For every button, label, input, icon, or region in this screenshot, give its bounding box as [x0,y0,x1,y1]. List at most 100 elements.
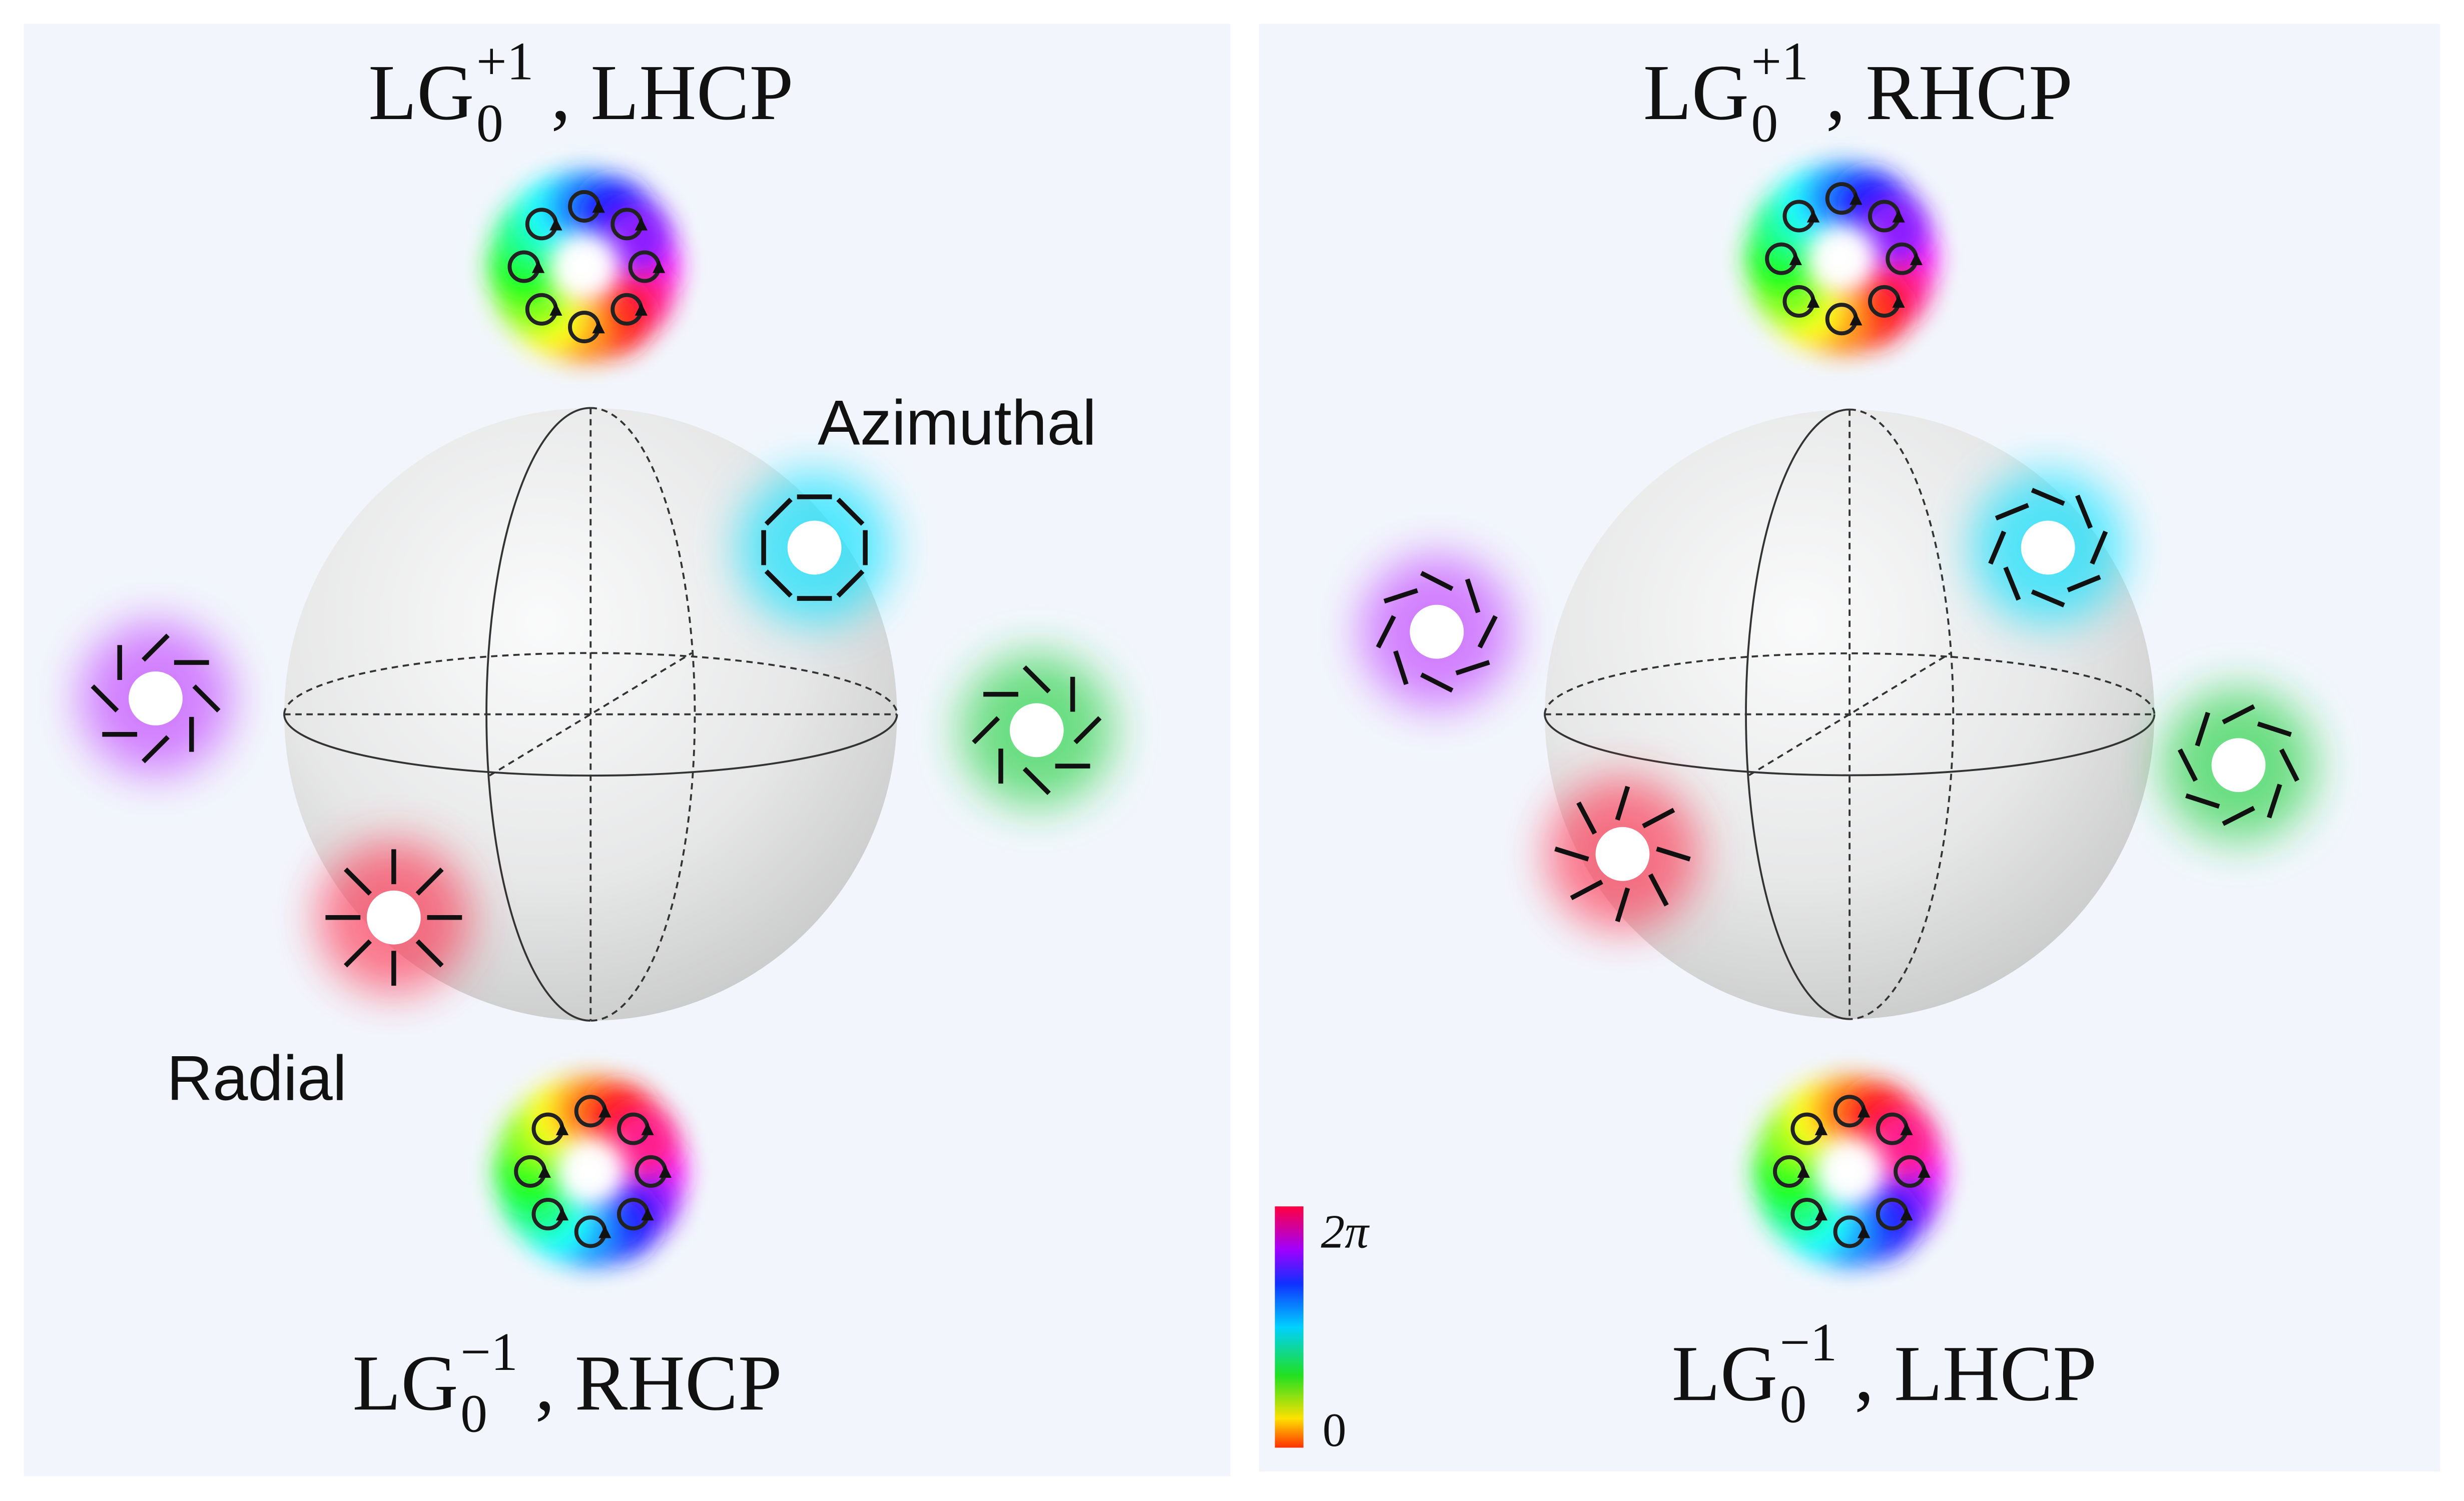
handedness-arrow [653,260,666,273]
polarization-dash [2031,488,2065,506]
polarization-dash [1477,615,1498,648]
handedness-arrow [1789,252,1802,265]
handedness-arrow [1850,192,1863,205]
title-suffix: , LHCP [1855,1330,2097,1417]
polarization-dash [2003,566,2021,601]
equator [1544,714,2156,777]
polarization-dash [141,735,170,764]
polarization-dash [141,633,170,662]
handedness-arrow [659,1165,672,1178]
polarization-dash [1554,846,1589,862]
title-sup: −1 [460,1322,518,1382]
handedness-arrow [598,1225,611,1238]
handedness-arrow [641,1207,654,1221]
polarization-dash [1642,808,1675,829]
handedness-arrow [531,260,545,273]
handedness-arrow [1900,1207,1913,1221]
handedness-arrow [592,320,605,334]
polarization-dash [1656,846,1691,862]
beam-core [366,890,421,945]
polarization-dash [1995,503,2030,521]
handedness-arrow [1858,1105,1871,1118]
colorbar-max: 2π [1321,1205,1370,1258]
axis [489,652,693,777]
polarization-dash [415,867,444,896]
radial-label: Radial [167,1043,347,1114]
azimuthal-label: Azimuthal [818,387,1096,458]
beam-core [1410,604,1464,659]
handedness-arrow [1814,1122,1828,1135]
meridian-back [1850,408,1955,1020]
polarization-dash [415,939,444,968]
polarization-dash [836,569,865,598]
polarization-dash [344,939,372,968]
handedness-arrow [549,303,562,316]
handedness-arrow [549,218,562,231]
title-base: LG [1643,49,1749,137]
handedness-arrow [1892,210,1905,223]
title-sub: 0 [1780,1375,1807,1434]
handedness-arrow [538,1165,551,1178]
polarization-dash [836,497,865,526]
polarization-dash [2177,748,2198,782]
polarization-dash [764,569,793,598]
polarization-dash [1420,571,1454,591]
handedness-arrow [1910,252,1923,265]
polarization-dash [1420,672,1454,693]
polarization-dash [2222,704,2255,724]
polarization-dash [2266,784,2282,819]
polarization-dash [2222,806,2255,826]
axis [1748,652,1951,777]
handedness-arrow [1900,1122,1913,1135]
polarization-dash [764,497,793,526]
beam-core [1009,703,1064,758]
title-sup: +1 [1751,32,1808,92]
polarization-dash [2195,711,2210,747]
beam-core [129,671,183,725]
polarization-dash [1988,530,2007,565]
handedness-arrow [1814,1207,1828,1221]
handedness-arrow [555,1207,569,1221]
polarization-dash [2090,530,2108,565]
polarization-dash [1022,665,1051,693]
handedness-arrow [1858,1225,1871,1238]
beam-core [1595,827,1650,881]
polarization-dash [344,867,372,896]
handedness-arrow [592,200,605,213]
beam-core [1814,1136,1885,1207]
equator-back [283,652,898,714]
polarization-dash [2279,748,2300,782]
title-sub: 0 [1751,94,1778,153]
title-sup: −1 [1780,1313,1837,1372]
polarization-dash [1648,873,1669,907]
polarization-dash [1022,767,1051,795]
polarization-dash [2075,494,2093,529]
handedness-arrow [1918,1165,1931,1178]
polarization-dash [1570,880,1603,901]
polarization-dash [2257,721,2292,737]
title-suffix: , RHCP [535,1339,782,1427]
polarization-dash [1455,660,1490,675]
title-base: LG [352,1339,458,1427]
equator-back [1544,652,2156,714]
polarization-dash [2031,589,2065,608]
colorbar-min: 0 [1323,1403,1347,1456]
polarization-dash [1383,588,1419,604]
title-base: LG [368,49,474,137]
colorbar [1275,1206,1304,1448]
polarization-dash [2067,574,2101,592]
polarization-dash [91,684,119,712]
handedness-arrow [1806,210,1820,223]
title-sub: 0 [460,1384,487,1444]
handedness-arrow [598,1105,611,1118]
title-suffix: , LHCP [551,49,794,137]
polarization-dash [1376,615,1396,648]
polarization-dash [1073,716,1102,744]
title-base: LG [1672,1330,1777,1417]
handedness-arrow [635,218,648,231]
polarization-dash [1393,650,1409,685]
polarization-dash [192,684,221,712]
